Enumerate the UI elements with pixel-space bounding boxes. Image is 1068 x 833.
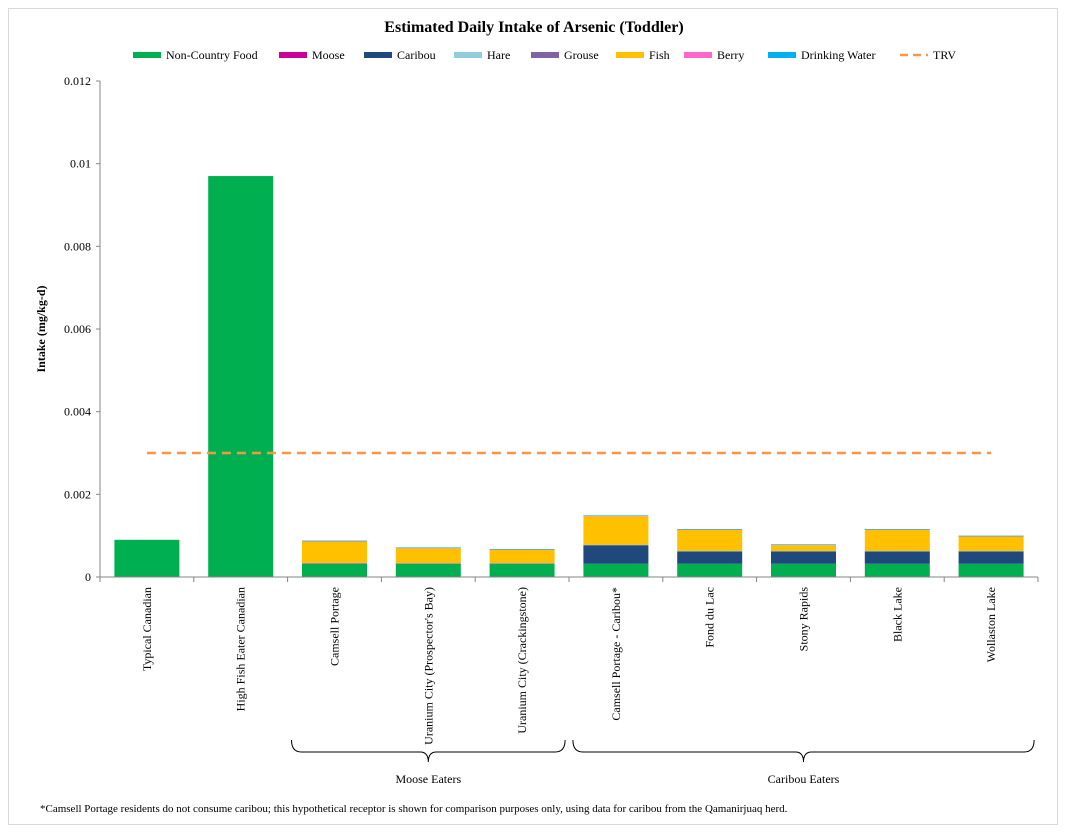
bar-drinking-water	[958, 535, 1024, 537]
bar-non-country-food	[677, 563, 743, 577]
bar-caribou	[677, 551, 743, 564]
bar-fish	[958, 536, 1024, 551]
y-tick-label: 0.004	[64, 405, 91, 419]
bar-hare	[489, 562, 555, 564]
bar-non-country-food	[489, 563, 555, 577]
legend-label-drinking-water: Drinking Water	[801, 48, 875, 62]
bar-fish	[864, 529, 930, 551]
bar-hare	[771, 550, 836, 552]
y-tick-label: 0.01	[70, 157, 91, 171]
bar-non-country-food	[583, 563, 649, 577]
y-tick-label: 0.002	[64, 487, 91, 501]
bar-drinking-water	[302, 540, 367, 542]
group-label: Caribou Eaters	[768, 772, 840, 786]
group-label: Moose Eaters	[395, 772, 461, 786]
bar-drinking-water	[489, 549, 555, 550]
legend-swatch-caribou	[364, 52, 392, 58]
bar-caribou	[583, 545, 649, 564]
bar-non-country-food	[771, 563, 836, 577]
bar-fish	[489, 549, 555, 564]
x-category-label: Uranium City (Prospector's Bay)	[421, 587, 435, 745]
chart-title: Estimated Daily Intake of Arsenic (Toddl…	[384, 19, 683, 36]
x-category-label: Typical Canadian	[140, 587, 154, 671]
bar-non-country-food	[302, 563, 367, 577]
bar-drinking-water	[395, 547, 461, 549]
legend-label-hare: Hare	[487, 48, 510, 62]
bar-fish	[302, 541, 367, 563]
legend-swatch-berry	[684, 52, 712, 58]
bar-non-country-food	[114, 539, 180, 577]
x-category-label: Camsell Portage - Caribou*	[609, 587, 623, 721]
bar-drinking-water	[771, 544, 836, 545]
x-category-label: Black Lake	[890, 587, 904, 642]
bar-non-country-food	[958, 563, 1024, 577]
legend-swatch-moose	[279, 52, 307, 58]
legend-label-trv: TRV	[933, 48, 956, 62]
y-tick-label: 0	[85, 570, 91, 584]
bar-caribou	[864, 551, 930, 564]
x-category-label: Wollaston Lake	[984, 587, 998, 662]
bar-hare	[864, 550, 930, 552]
bar-drinking-water	[583, 515, 649, 517]
bar-hare	[677, 550, 743, 552]
legend-swatch-fish	[616, 52, 644, 58]
x-category-label: Fond du Lac	[703, 587, 717, 648]
x-category-label: Camsell Portage	[328, 587, 342, 666]
legend-label-caribou: Caribou	[397, 48, 436, 62]
bar-non-country-food	[395, 563, 461, 577]
legend-swatch-grouse	[531, 52, 559, 58]
y-axis-label: Intake (mg/kg-d)	[34, 285, 48, 372]
group-brace	[291, 739, 566, 763]
bar-moose	[302, 563, 367, 564]
y-tick-label: 0.006	[64, 322, 91, 336]
bar-hare	[302, 562, 367, 564]
x-category-label: High Fish Eater Canadian	[234, 587, 248, 711]
bar-hare	[395, 562, 461, 564]
bar-drinking-water	[677, 529, 743, 530]
bar-non-country-food	[864, 563, 930, 577]
legend-swatch-non-country-food	[133, 52, 161, 58]
bar-caribou	[958, 551, 1024, 564]
bar-drinking-water	[864, 529, 930, 530]
legend-label-moose: Moose	[312, 48, 345, 62]
bar-fish	[677, 529, 743, 551]
y-tick-label: 0.008	[64, 239, 91, 253]
y-tick-label: 0.012	[64, 74, 91, 88]
chart-frame	[8, 8, 1058, 825]
bar-fish	[771, 545, 836, 551]
x-category-label: Stony Rapids	[797, 587, 811, 652]
legend-swatch-hare	[454, 52, 482, 58]
bar-non-country-food	[208, 176, 274, 578]
bar-hare	[958, 550, 1024, 552]
bar-fish	[583, 516, 649, 545]
legend-swatch-drinking-water	[768, 52, 796, 58]
legend-label-non-country-food: Non-Country Food	[166, 48, 258, 62]
group-brace	[572, 739, 1035, 763]
bar-fish	[395, 548, 461, 564]
legend-label-grouse: Grouse	[564, 48, 599, 62]
bar-hare	[583, 544, 649, 546]
bar-caribou	[771, 551, 836, 564]
footnote: *Camsell Portage residents do not consum…	[40, 803, 788, 815]
x-category-label: Uranium City (Crackingstone)	[515, 587, 529, 734]
legend-label-fish: Fish	[649, 48, 670, 62]
legend-label-berry: Berry	[717, 48, 744, 62]
